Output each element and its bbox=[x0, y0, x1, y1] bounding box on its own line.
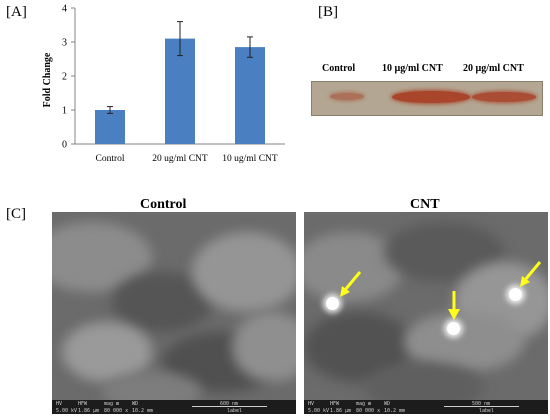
sem-left-hdr-wd: WD bbox=[132, 401, 139, 407]
sem-left-scale: 600 nm bbox=[220, 401, 239, 407]
sem-right-val-hfw: 1.86 µm bbox=[330, 408, 352, 414]
sem-left-val-hfw: 1.86 µm bbox=[78, 408, 100, 414]
sem-right-scale: 500 nm bbox=[472, 401, 491, 407]
sem-left-hdr-hv: HV bbox=[56, 401, 63, 407]
sem-right-hdr-mag: mag ⊞ bbox=[356, 401, 372, 407]
arrow-icon bbox=[340, 271, 362, 297]
x-tick-label: Control bbox=[95, 154, 124, 164]
y-tick-label: 4 bbox=[62, 4, 67, 15]
band-20ug bbox=[472, 92, 536, 102]
y-tick-label: 0 bbox=[62, 140, 67, 151]
sem-right-label: label bbox=[479, 408, 495, 414]
blot-label-10ug: 10 µg/ml CNT bbox=[382, 63, 443, 74]
scale-bar-line-control bbox=[192, 406, 267, 407]
sem-title-cnt: CNT bbox=[410, 197, 440, 212]
cnt-particle-1 bbox=[326, 297, 339, 310]
bar bbox=[235, 47, 265, 144]
arrow-icon bbox=[520, 261, 542, 287]
sem-right-hdr-hv: HV bbox=[308, 401, 315, 407]
y-axis-label: Fold Change bbox=[42, 52, 53, 107]
panel-label-c: [C] bbox=[6, 206, 26, 222]
sem-info-bar-cnt: HV HFW mag ⊞ WD 500 nm label 5.00 kV 1.8… bbox=[304, 400, 548, 414]
scale-bar-line-cnt bbox=[444, 406, 519, 407]
cnt-particle-3 bbox=[509, 288, 522, 301]
sem-right-val-wd: 10.2 mm bbox=[384, 408, 406, 414]
bar-chart: Fold Change 0 1 2 3 4 Control 20 ug/ml CNT 10 u… bbox=[42, 4, 285, 164]
band-control bbox=[330, 93, 364, 100]
sem-left-hdr-hfw: HFW bbox=[78, 401, 88, 407]
y-tick-label: 3 bbox=[62, 38, 67, 49]
western-blot bbox=[311, 81, 543, 116]
sem-title-control: Control bbox=[140, 197, 187, 212]
cnt-particle-2 bbox=[447, 322, 460, 335]
panel-label-b: [B] bbox=[318, 4, 338, 20]
panel-label-a: [A] bbox=[6, 4, 27, 20]
sem-right-hdr-hfw: HFW bbox=[330, 401, 340, 407]
sem-right-val-hv: 5.00 kV bbox=[308, 408, 330, 414]
bar bbox=[95, 110, 125, 144]
sem-left-val-wd: 10.2 mm bbox=[132, 408, 154, 414]
sem-left-val-hv: 5.00 kV bbox=[56, 408, 78, 414]
x-tick-label: 10 ug/ml CNT bbox=[222, 154, 278, 164]
blot-label-control: Control bbox=[322, 63, 356, 74]
sem-image-control: HV HFW mag ⊞ WD 600 nm label 5.00 kV 1.8… bbox=[52, 212, 296, 414]
x-tick-label: 20 ug/ml CNT bbox=[152, 154, 208, 164]
y-tick-label: 1 bbox=[62, 106, 67, 117]
bar bbox=[165, 38, 195, 144]
sem-info-bar-control: HV HFW mag ⊞ WD 600 nm label 5.00 kV 1.8… bbox=[52, 400, 296, 414]
blot-label-20ug: 20 µg/ml CNT bbox=[463, 63, 524, 74]
y-tick-label: 2 bbox=[62, 72, 67, 83]
band-10ug bbox=[392, 91, 470, 103]
sem-left-label: label bbox=[227, 408, 243, 414]
sem-right-val-mag: 80 000 x bbox=[356, 408, 381, 414]
sem-right-hdr-wd: WD bbox=[384, 401, 391, 407]
arrow-icon bbox=[448, 291, 460, 320]
sem-image-cnt: HV HFW mag ⊞ WD 500 nm label 5.00 kV 1.8… bbox=[304, 212, 548, 414]
sem-left-hdr-mag: mag ⊞ bbox=[104, 401, 120, 407]
sem-left-val-mag: 80 000 x bbox=[104, 408, 129, 414]
